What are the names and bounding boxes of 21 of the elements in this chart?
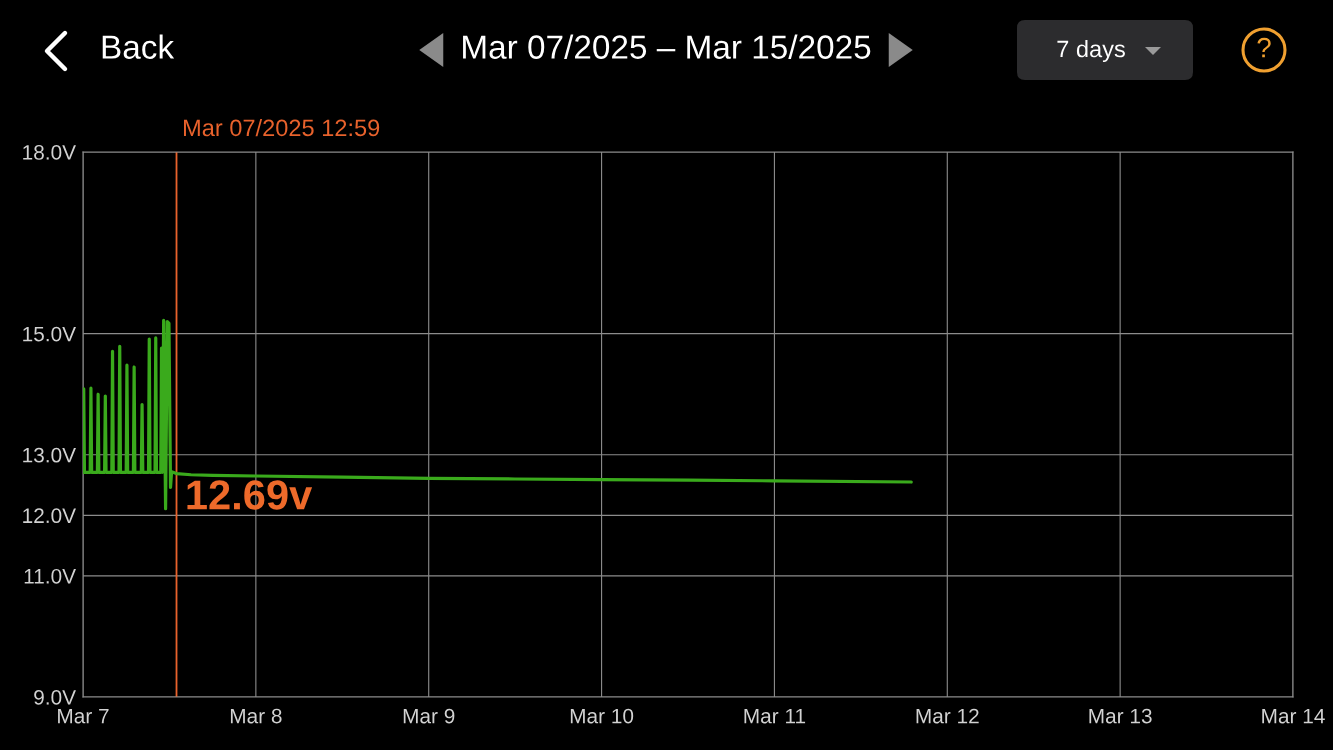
y-tick-label: 12.0V (23, 508, 76, 524)
x-tick-label: Mar 13 (1089, 708, 1152, 724)
y-tick-label: 13.0V (23, 447, 76, 463)
x-tick-label: Mar 11 (744, 708, 806, 724)
text: Back (102, 34, 175, 59)
x-tick-label: Mar 12 (916, 708, 979, 724)
x-tick-label: Mar 8 (230, 708, 282, 724)
y-tick-label: 15.0V (23, 326, 76, 342)
y-tick-label: 11.0V (24, 568, 76, 584)
x-tick-label: Mar 9 (403, 708, 455, 724)
chart-title: Mar 07/2025 – Mar 15/2025 (463, 34, 871, 59)
line-series (83, 318, 913, 511)
text: 7 days (1057, 40, 1125, 62)
x-tick-label: Mar 7 (58, 708, 109, 724)
y-tick-label: 9.0V (34, 690, 76, 705)
ref-line-label: Mar 07/2025 12:59 (184, 118, 380, 137)
x-tick-label: Mar 14 (1262, 708, 1325, 724)
text: ? (1257, 37, 1271, 58)
y-tick-label: 18.0V (23, 145, 76, 160)
x-tick-label: Mar 10 (570, 708, 634, 724)
annotation: 12.69v (187, 480, 313, 510)
